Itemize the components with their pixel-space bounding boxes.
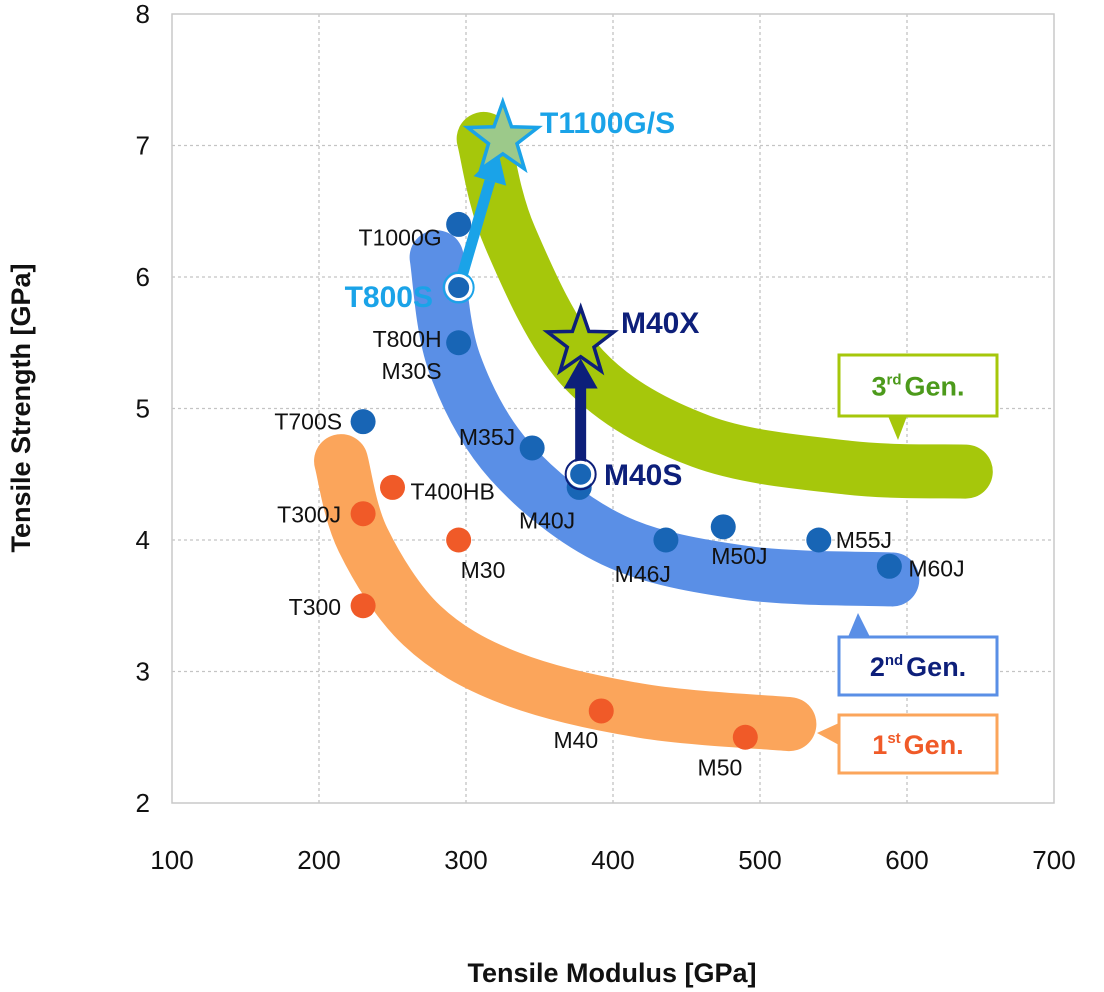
point-t300j (350, 501, 376, 527)
y-tick-label: 5 (136, 394, 150, 424)
label-m40j: M40J (519, 507, 575, 533)
label-m30s: M30S (382, 358, 442, 384)
label-t700s: T700S (274, 409, 342, 435)
generation-callouts: 3rd Gen.2nd Gen.1st Gen. (817, 353, 999, 775)
y-tick-label: 4 (136, 525, 150, 555)
arrow-shaft-t800s (453, 179, 496, 290)
label-t1100g-s: T1100G/S (540, 107, 675, 140)
point-t800s (445, 274, 473, 302)
point-ring-t800s (442, 271, 475, 304)
callout-text-gen2: 2nd Gen. (870, 652, 966, 682)
callout-suffix: nd (885, 652, 903, 669)
label-m35j: M35J (459, 424, 515, 450)
label-m50j: M50J (711, 543, 767, 569)
data-points (350, 96, 902, 750)
point-t400hb (380, 474, 405, 500)
callout-gen3: 3rd Gen. (837, 353, 999, 440)
tick-labels: 100 200 300 400 500 600 700 2 3 4 5 6 7 8 (136, 0, 1076, 875)
point-m60j (876, 553, 902, 579)
band-2nd-gen (409, 230, 920, 607)
label-m60j: M60J (908, 555, 964, 581)
x-tick-label: 200 (297, 845, 340, 875)
callout-label: Gen. (906, 652, 966, 682)
arrow-head-m40s (563, 358, 598, 389)
point-t1100g-s (462, 96, 543, 174)
label-m46j: M46J (615, 561, 671, 587)
label-t1000g: T1000G (359, 224, 442, 250)
band-1st-gen (314, 434, 817, 752)
y-tick-label: 3 (136, 657, 150, 687)
callout-pointer-gen1 (817, 723, 839, 745)
x-tick-label: 700 (1032, 845, 1075, 875)
point-m40x (542, 302, 619, 376)
y-tick-label: 8 (136, 0, 150, 29)
callout-gen1: 1st Gen. (817, 713, 999, 775)
callout-label: Gen. (905, 372, 965, 402)
arrow-head-t800s (473, 152, 507, 186)
callout-box-gen2 (837, 635, 999, 697)
label-t800s: T800S (345, 281, 433, 314)
callout-number: 3 (871, 372, 886, 402)
x-tick-label: 600 (885, 845, 928, 875)
label-m55j: M55J (836, 527, 892, 553)
y-tick-label: 2 (136, 788, 150, 818)
callout-text-gen3: 3rd Gen. (871, 372, 964, 402)
point-ring-m40s (564, 458, 597, 491)
point-m40 (588, 698, 614, 724)
callout-pointer-gen3 (888, 416, 907, 440)
x-axis-title: Tensile Modulus [GPa] (467, 958, 756, 988)
label-m40s: M40S (604, 459, 682, 492)
y-tick-label: 7 (136, 131, 150, 161)
point-m50j (710, 514, 736, 540)
x-tick-label: 500 (738, 845, 781, 875)
point-m35j (519, 435, 545, 461)
point-t300 (350, 593, 376, 619)
label-m40: M40 (553, 727, 598, 753)
x-tick-label: 100 (150, 845, 193, 875)
callout-pointer-gen2 (848, 613, 870, 637)
callout-suffix: st (887, 730, 900, 747)
callout-box-gen3 (837, 353, 999, 418)
point-m55j (806, 527, 832, 553)
x-tick-label: 300 (444, 845, 487, 875)
label-t400hb: T400HB (411, 478, 495, 504)
point-t800h (446, 330, 472, 356)
callout-text-gen1: 1st Gen. (872, 730, 963, 760)
callout-number: 2 (870, 652, 885, 682)
point-m40s (567, 460, 595, 488)
x-tick-label: 400 (591, 845, 634, 875)
point-t1000g (446, 211, 472, 237)
band-3rd-gen (456, 111, 993, 499)
generation-bands (314, 111, 993, 752)
point-m30 (446, 527, 472, 553)
label-t800h: T800H (373, 326, 442, 352)
callout-gen2: 2nd Gen. (837, 613, 999, 697)
label-m30: M30 (461, 557, 506, 583)
point-t700s (350, 409, 376, 435)
callout-number: 1 (872, 730, 887, 760)
point-m46j (653, 527, 679, 553)
y-axis-title: Tensile Strength [GPa] (6, 263, 36, 552)
label-m50: M50 (698, 754, 743, 780)
label-t300j: T300J (277, 502, 341, 528)
plot-frame (171, 13, 1055, 804)
label-m40x: M40X (621, 307, 699, 340)
point-labels: T300 T300J T400HB M30 M40 M50 T700S T800H M30S T1… (274, 107, 964, 780)
point-m50 (732, 724, 758, 750)
label-t300: T300 (289, 594, 341, 620)
callout-label: Gen. (904, 730, 964, 760)
callout-suffix: rd (887, 372, 902, 389)
y-tick-label: 6 (136, 262, 150, 292)
